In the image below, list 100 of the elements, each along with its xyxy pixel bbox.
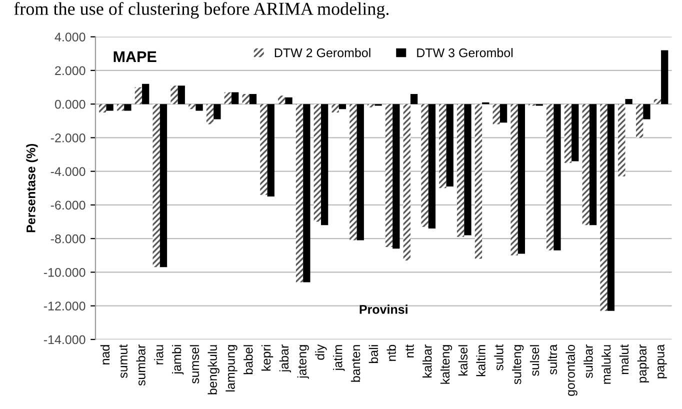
y-tick-label: -6.000 — [50, 200, 86, 210]
y-tick-label: 4.000 — [54, 32, 86, 42]
x-tick-label: kaltim — [476, 345, 486, 376]
bar — [385, 104, 393, 247]
bar — [206, 104, 214, 124]
x-tick-label: jateng — [297, 345, 309, 379]
bar — [600, 104, 608, 311]
x-tick-label: kalsel — [458, 345, 468, 376]
x-tick-label: babel — [244, 345, 253, 374]
x-tick-label: sultra — [548, 344, 558, 375]
x-tick-label: sulsel — [530, 345, 540, 376]
x-tick-label: papbar — [637, 344, 649, 382]
x-tick-label: jabar — [279, 344, 292, 372]
bar — [446, 104, 454, 186]
x-tick-label: lampung — [226, 345, 238, 392]
x-tick-label: kalbar — [422, 344, 432, 378]
bar — [564, 104, 572, 163]
bar — [350, 104, 357, 240]
x-tick-label: jambi — [172, 345, 184, 375]
bar — [643, 104, 650, 120]
bar — [267, 104, 274, 197]
bar — [546, 104, 554, 250]
bar — [338, 104, 346, 110]
bar — [142, 84, 150, 104]
text: from the use of clustering before ARIMA modeling. — [14, 2, 389, 19]
text: MAPE — [114, 51, 156, 62]
x-tick-label: riau — [154, 345, 164, 364]
bar — [518, 104, 526, 254]
bar — [178, 86, 185, 104]
bar — [242, 94, 250, 104]
x-tick-label: malut — [619, 344, 629, 374]
bar — [249, 94, 257, 104]
bar — [421, 104, 428, 227]
bar — [492, 104, 500, 124]
x-tick-label: sulteng — [512, 345, 524, 384]
legend-label: DTW 3 Gerombol — [417, 48, 513, 58]
x-tick-label: bali — [368, 345, 378, 363]
bar — [474, 104, 482, 259]
x-tick-label: diy — [315, 344, 327, 360]
bar — [572, 104, 579, 162]
bar — [625, 99, 632, 104]
bar — [214, 104, 221, 120]
bar — [439, 104, 446, 188]
y-tick-label: 0.000 — [54, 100, 86, 109]
y-tick-label: -2.000 — [50, 133, 86, 142]
bar — [368, 104, 375, 108]
bar — [106, 104, 114, 111]
x-tick-label: ntt — [406, 344, 414, 358]
x-tick-label: maluku — [602, 345, 611, 384]
bar — [636, 104, 644, 138]
bar — [99, 104, 106, 112]
bar — [124, 104, 132, 111]
bar — [356, 104, 364, 240]
bar — [464, 104, 472, 236]
x-tick-label: ntb — [386, 344, 396, 361]
x-tick-label: jatim — [333, 345, 345, 372]
x-tick-label: sumsel — [190, 345, 200, 384]
bar — [403, 104, 410, 260]
bar — [510, 104, 518, 256]
bar — [285, 97, 292, 104]
bar — [500, 104, 508, 123]
bar — [554, 104, 561, 250]
bar — [170, 86, 178, 104]
bar — [618, 104, 626, 176]
legend-label: DTW 2 Gerombol — [274, 48, 370, 58]
bar — [392, 104, 400, 249]
bar — [134, 87, 142, 104]
x-tick-label: sumut — [119, 344, 128, 378]
bar — [152, 104, 160, 268]
bar — [224, 92, 232, 104]
bar — [582, 104, 590, 226]
bar — [160, 104, 168, 268]
bar — [116, 104, 124, 111]
bar — [661, 50, 668, 104]
x-tick-label: sulbar — [584, 344, 593, 378]
bar — [589, 104, 597, 226]
x-tick-label: kalteng — [440, 345, 452, 384]
bar — [196, 104, 203, 111]
x-tick-label: kepri — [261, 345, 274, 371]
y-tick-label: 2.000 — [55, 66, 86, 76]
bar — [314, 104, 321, 222]
bar — [320, 104, 328, 226]
x-tick-label: banten — [350, 345, 360, 382]
bar — [296, 104, 304, 282]
bar — [332, 104, 339, 112]
x-tick-label: gorontalo — [566, 344, 578, 396]
x-tick-label: bengkulu — [208, 345, 220, 394]
bar — [278, 96, 286, 104]
x-tick-label: papua — [658, 344, 667, 378]
y-tick-label: -8.000 — [50, 234, 86, 244]
bar — [188, 104, 196, 110]
x-tick-label: sulut — [494, 344, 504, 370]
bar — [428, 104, 436, 228]
bar — [654, 99, 662, 104]
y-tick-label: -10.000 — [44, 268, 86, 277]
y-tick-label: -4.000 — [50, 167, 86, 176]
x-axis-title: Provinsi — [360, 304, 408, 314]
x-tick-label: sumbar — [136, 344, 146, 386]
bar — [607, 104, 614, 311]
bar — [232, 92, 239, 104]
